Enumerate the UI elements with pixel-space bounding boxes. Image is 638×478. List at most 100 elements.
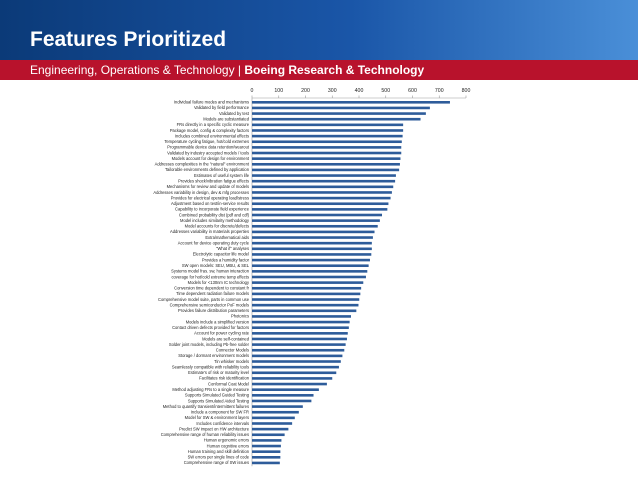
category-label: Seamlessly compatible with reliability t… (172, 364, 249, 369)
bar (252, 337, 347, 341)
category-label: Package model, config & complexity facto… (170, 128, 249, 133)
bar (252, 106, 430, 110)
category-label: Models for <130nm IC technology (188, 280, 250, 285)
bar (252, 315, 351, 318)
category-label: Models include a simplified version (186, 319, 250, 324)
category-label: Photonics (231, 314, 249, 319)
bar (252, 213, 383, 217)
bar (252, 309, 357, 313)
category-label: Combined probability dist (pdf and cdf) (179, 212, 250, 217)
bar (252, 117, 421, 121)
bar (252, 168, 400, 172)
bar (252, 281, 364, 284)
category-label: Account for device operating duty cycle (178, 240, 250, 245)
x-tick-label: 600 (408, 88, 417, 94)
category-label: Comprehensive range of SW issues (184, 460, 249, 465)
bar (252, 112, 426, 115)
bar (252, 298, 360, 301)
category-label: Comprehensive semiconductor PoF models (170, 302, 249, 307)
category-label: Addresses complexities in the "natural" … (155, 162, 250, 167)
category-label: Addresses variability in design, dev & m… (153, 190, 249, 195)
category-label: Human training and skill definition (188, 449, 250, 454)
x-tick-label: 300 (328, 88, 337, 94)
category-label: Contact driven defects provided for fact… (172, 325, 249, 330)
category-label: Validated by test (219, 111, 250, 116)
category-label: Method to quantify transient/intermitten… (163, 404, 249, 409)
bar (252, 140, 402, 144)
bar (252, 101, 450, 104)
category-label: Provides failure distribution parameters (178, 308, 249, 313)
category-label: Conversion time dependent to constant fr (174, 286, 250, 291)
bar (252, 433, 285, 437)
page-subtitle: Engineering, Operations & Technology | B… (30, 63, 424, 77)
category-label: Connector Models (216, 348, 249, 353)
category-label: coverage for hot/cold extreme temp effec… (171, 274, 249, 279)
x-tick-label: 100 (274, 88, 283, 94)
category-label: Includes confidence intervals (196, 421, 249, 426)
category-label: Individual failure modes and mechanisms (174, 100, 249, 105)
bar (252, 405, 303, 408)
subtitle-band (0, 60, 638, 80)
category-label: Predict SW impact on HW architecture (179, 426, 250, 431)
bar (252, 230, 375, 234)
bar (252, 332, 348, 335)
category-label: Capability to incorporate field experien… (175, 207, 250, 212)
category-label: SW errors per single lines of code (188, 455, 250, 460)
category-label: Provides shock/vibration fatigue effects (178, 178, 249, 183)
category-label: Storage / dormant environment models (178, 353, 249, 358)
category-label: SW open models: SEU, MBU, & SEL (182, 263, 250, 268)
bar (252, 399, 312, 403)
bar (252, 247, 372, 251)
bar (252, 427, 289, 431)
x-tick-label: 500 (381, 88, 390, 94)
category-label: Include a component for SW FR (191, 410, 249, 415)
bar (252, 371, 337, 375)
bars (252, 101, 450, 465)
bar (252, 382, 327, 386)
category-label: Mechanisms for review and update of mode… (167, 184, 249, 189)
category-label: Electrolytic capacitor life model (193, 252, 249, 257)
category-label: Model accounts for discrete/defects (185, 224, 249, 229)
category-label: "What if" analyses (216, 246, 249, 251)
category-label: Human cognitive errors (207, 443, 249, 448)
category-label: Comprehensive model suite, parts in comm… (158, 297, 250, 302)
bar (252, 196, 391, 200)
bar (252, 410, 299, 414)
category-label: Models are substantiated (203, 117, 249, 122)
category-label: Time dependent radiation failure models (176, 291, 249, 296)
bar (252, 185, 394, 189)
header-band (0, 0, 638, 60)
category-label: Extra/mathematical aids (205, 235, 249, 240)
category-label: Addresses variability in materials prope… (170, 229, 249, 234)
bar (252, 236, 373, 239)
category-label: Conformal Coat Model (208, 381, 249, 386)
bar (252, 416, 295, 420)
category-labels: Individual failure modes and mechanisms V… (153, 100, 250, 466)
bar (252, 360, 341, 363)
category-label: Programmable device data retention/wearo… (167, 145, 250, 150)
category-label: Models are self-contained (202, 336, 250, 341)
feature-priority-bar-chart: 0 100 200 300 400 500 600 700 800 Individual fai… (153, 88, 471, 467)
x-tick-label: 0 (251, 88, 254, 94)
category-label: Systems model fras. sw, human interactio… (171, 269, 250, 274)
bar (252, 179, 396, 183)
category-label: Includes combined environmental effects (175, 133, 249, 138)
x-tick-label: 800 (462, 88, 471, 94)
category-label: Supports Simulated Guided Testing (185, 393, 250, 398)
page-title: Features Prioritized (30, 28, 227, 51)
bar (252, 292, 361, 296)
bar (252, 456, 281, 459)
bar (252, 439, 282, 442)
bar (252, 151, 402, 155)
bar (252, 343, 346, 346)
category-label: Tin whisker models (214, 359, 249, 364)
category-label: Solder joint models, including Pb-free s… (169, 342, 250, 347)
bar (252, 422, 293, 425)
category-label: Method adjusting FRs to a single measure (172, 387, 249, 392)
category-label: Adjustment based on test/in-service resu… (171, 201, 249, 206)
bar (252, 174, 396, 177)
category-label: Validated by industry accepted models / … (167, 150, 249, 155)
bar (252, 394, 314, 397)
bar (252, 224, 378, 228)
category-label: Models account for design for environmen… (172, 156, 250, 161)
